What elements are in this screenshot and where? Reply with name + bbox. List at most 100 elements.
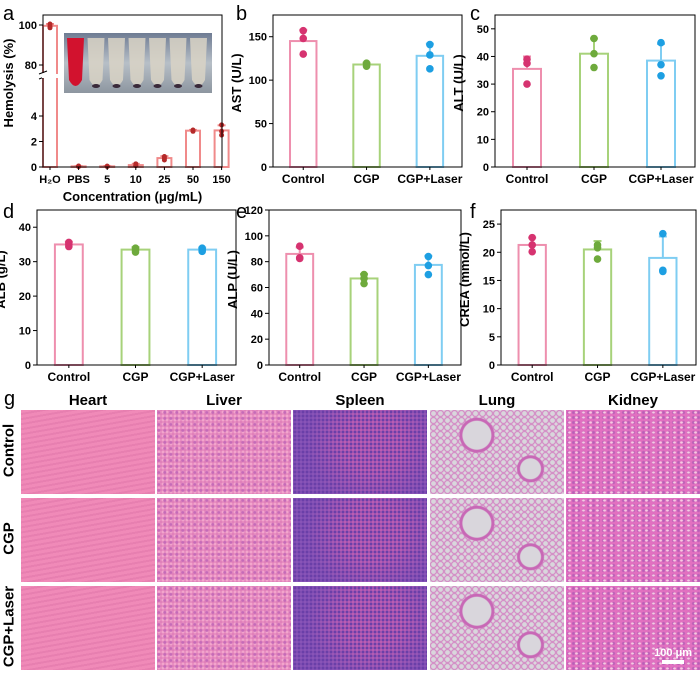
- data-point: [426, 51, 434, 59]
- bar: [120, 248, 151, 366]
- bar: [187, 248, 218, 366]
- y-tick-label: 30: [477, 79, 489, 91]
- y-tick-label: 100: [19, 20, 37, 32]
- y-tick-label: 0: [257, 360, 263, 372]
- y-tick-label: 20: [477, 107, 489, 119]
- data-point: [528, 241, 536, 249]
- histology-column-title: Kidney: [607, 392, 658, 409]
- histology-column-title: Heart: [68, 392, 108, 409]
- data-point: [299, 34, 308, 43]
- y-tick-label: 0: [489, 360, 495, 372]
- panel-label-c: c: [470, 3, 480, 25]
- tube-pellet: [112, 84, 121, 88]
- panel-label-g: g: [4, 388, 16, 410]
- bar: [517, 243, 547, 366]
- data-point: [190, 128, 196, 134]
- histology-image-spleen: [293, 498, 427, 582]
- histology-image-heart: [21, 410, 155, 494]
- category-label: 25: [158, 174, 170, 186]
- panel-label-b: b: [236, 3, 247, 25]
- histology-image-lung: [430, 410, 564, 494]
- tube: [87, 38, 105, 86]
- histology-image-liver: [157, 586, 291, 670]
- tube: [108, 38, 125, 86]
- y-tick-label: 150: [249, 32, 267, 44]
- category-label: CGP+Laser: [630, 370, 695, 384]
- category-label: Control: [506, 172, 549, 186]
- data-point: [657, 60, 665, 69]
- y-tick-label: 100: [245, 231, 263, 243]
- category-label: CGP: [122, 370, 148, 384]
- data-point: [360, 279, 368, 288]
- bar: [413, 263, 443, 367]
- bar: [415, 54, 445, 168]
- y-tick-label: 0: [483, 162, 489, 174]
- y-tick-label: 20: [19, 291, 31, 303]
- x-axis-label: Concentration (μg/mL): [63, 189, 202, 204]
- tube: [169, 38, 187, 86]
- y-tick-label: 20: [483, 247, 495, 259]
- y-tick-label: 80: [25, 60, 37, 72]
- data-point: [295, 242, 304, 250]
- axis-break-mark: [38, 70, 48, 75]
- plot-frame: [272, 14, 463, 168]
- y-tick-label: 30: [19, 257, 31, 269]
- tube: [128, 38, 146, 86]
- category-label: CGP: [581, 172, 607, 186]
- histology-image-liver: [157, 410, 291, 494]
- category-label: Control: [278, 370, 321, 384]
- histology-row-label: CGP+Laser: [0, 585, 18, 668]
- histology-image-heart: [21, 498, 155, 582]
- y-tick-label: 10: [477, 134, 489, 146]
- y-tick-label: 0: [261, 162, 267, 174]
- data-point: [593, 255, 602, 263]
- data-point: [659, 229, 667, 238]
- y-axis-label: ALP (U/L): [225, 250, 240, 309]
- histology-row-label: Control: [0, 423, 18, 478]
- bar: [285, 252, 315, 367]
- data-point: [523, 59, 531, 68]
- tube-pellet: [92, 84, 100, 88]
- tube-pellet: [153, 84, 162, 88]
- data-point: [65, 242, 73, 251]
- category-label: PBS: [67, 174, 90, 186]
- data-point: [528, 233, 536, 242]
- plot-frame: [36, 209, 237, 366]
- data-point: [426, 65, 434, 73]
- tube-pellet: [133, 84, 141, 88]
- category-label: CGP: [351, 370, 377, 384]
- y-tick-label: 10: [19, 326, 31, 338]
- category-label: Control: [282, 172, 325, 186]
- bar: [648, 256, 678, 366]
- y-tick-label: 0: [31, 162, 37, 174]
- y-tick-label: 50: [255, 119, 267, 131]
- plot-frame: [500, 209, 697, 366]
- data-point: [659, 267, 667, 276]
- histology-image-lung: [430, 586, 564, 670]
- histology-image-spleen: [293, 586, 427, 670]
- y-tick-label: 40: [19, 222, 31, 234]
- panel-label-e: e: [236, 201, 247, 223]
- data-point: [590, 49, 598, 58]
- data-point: [198, 247, 206, 256]
- data-point: [131, 248, 140, 256]
- bar: [289, 40, 318, 168]
- bar: [352, 63, 381, 168]
- data-point: [424, 261, 433, 270]
- y-tick-label: 10: [483, 304, 495, 316]
- tube-pellet: [174, 84, 182, 88]
- category-label: CGP: [354, 172, 380, 186]
- plot-frame: [494, 14, 696, 168]
- scale-bar: 100 μm: [654, 647, 692, 664]
- y-tick-label: 2: [31, 137, 37, 149]
- histology-image-kidney: 100 μm: [566, 586, 700, 670]
- data-point: [426, 40, 434, 49]
- category-label: CGP: [585, 370, 611, 384]
- data-point: [299, 26, 308, 35]
- category-label: 10: [130, 174, 142, 186]
- tube: [67, 38, 84, 86]
- bar-break-gap: [42, 74, 58, 78]
- plot-frame: [42, 14, 223, 168]
- y-axis-label: ALB (g/L): [0, 250, 8, 308]
